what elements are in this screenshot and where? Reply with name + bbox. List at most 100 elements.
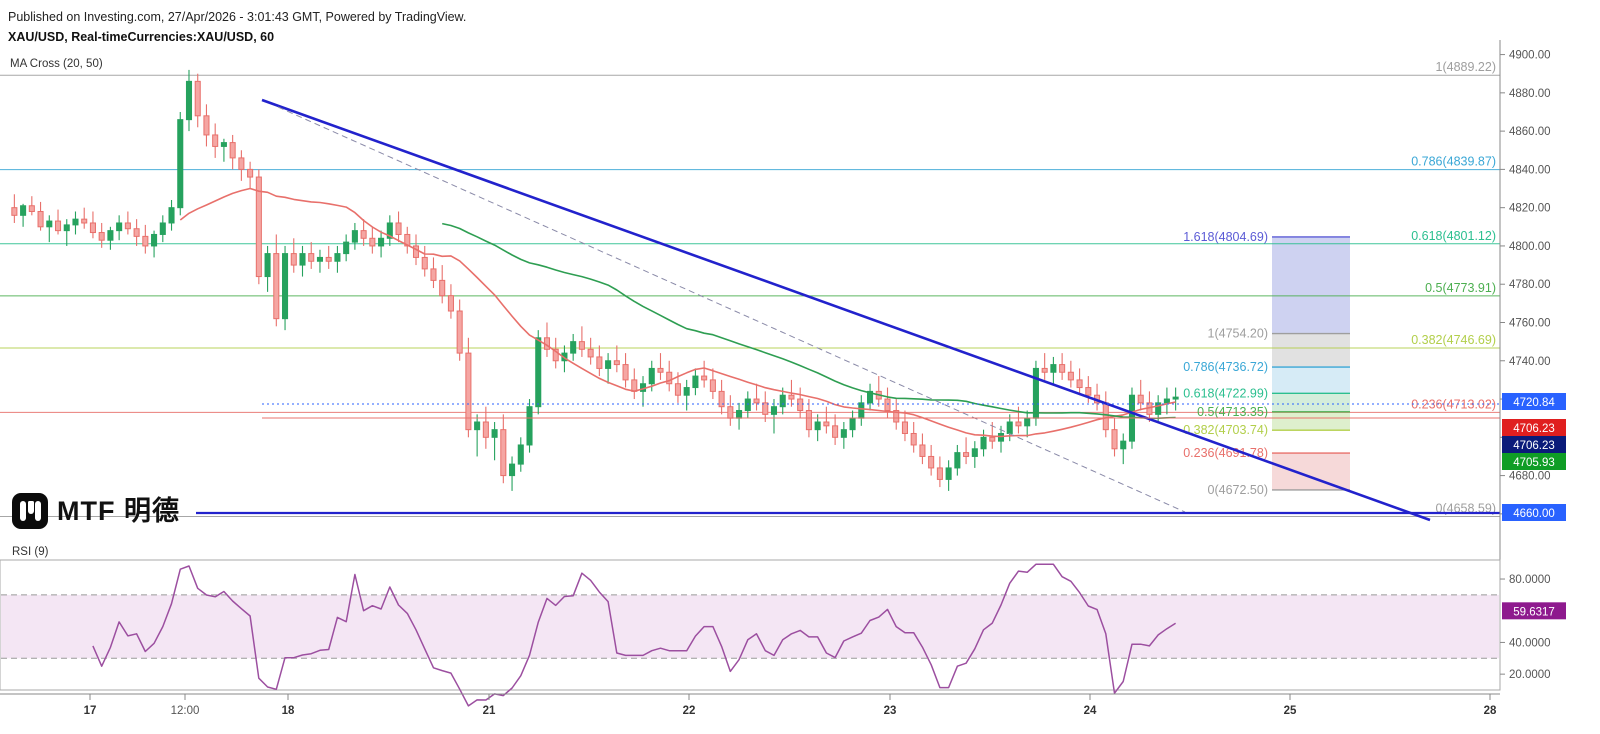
ma-line [179,187,1176,438]
price-badge [1502,504,1566,521]
fib-inner-label: 0.236(4691.78) [1183,446,1268,460]
time-tick-label: 28 [1484,705,1497,717]
price-badge-label: 4706.23 [1513,440,1555,452]
candle-body [1085,387,1092,396]
candle-body [823,421,830,427]
candle-body [378,237,385,247]
candle-body [1102,402,1109,431]
candle-body [893,410,900,423]
fib-inner-label: 0(4672.50) [1208,483,1268,497]
candle-body [657,367,664,373]
candle-body [770,406,778,415]
candle-body [928,455,935,469]
candle-body [683,387,690,396]
downtrend-line-main [261,98,1431,522]
fib-inner-label: 0.786(4736.72) [1183,360,1268,374]
candle-body [674,383,681,396]
candle-body [482,421,489,438]
candle-body [404,233,411,247]
fib-zone-band [1272,333,1350,368]
time-tick-label: 12:00 [171,705,200,717]
candle-body [316,256,323,262]
price-tick-label: 4740.00 [1509,356,1551,368]
price-tick-label: 4900.00 [1509,50,1551,62]
candle-body [936,467,943,480]
candle-body [867,390,874,404]
mtf-logo-text: MTF 明德 [57,495,180,526]
candle-body [517,444,524,465]
candle-body [709,379,716,392]
candle-body [919,444,926,457]
price-tick-label: 4780.00 [1509,279,1551,291]
candle-body [98,232,105,241]
time-tick-label: 18 [282,705,295,717]
mtf-logo-icon [12,493,48,529]
candle-body [299,253,306,266]
price-badge-label: 4705.93 [1513,457,1555,469]
fib-zone-band [1272,453,1350,490]
candle-body [343,241,350,255]
candle-body [779,394,786,408]
candle-body [89,222,96,234]
rsi-tick-label: 40.0000 [1509,637,1551,649]
candle-body [753,398,760,404]
time-tick-label: 22 [683,705,696,717]
candle-body [692,375,699,389]
price-badge-label: 4706.23 [1513,423,1555,435]
price-tick-label: 4800.00 [1509,241,1551,253]
candle-body [264,253,271,278]
rsi-pane-frame [0,559,1501,691]
candle-body [124,222,131,230]
candle-body [631,379,638,392]
candle-body [491,429,498,438]
candle-body [430,268,437,281]
candle-body [1032,367,1039,419]
fib-inner-label: 0.618(4722.99) [1183,386,1268,400]
price-badge [1502,419,1566,436]
candle-body [474,421,481,431]
candle-body [989,436,996,442]
time-tick-label: 25 [1284,705,1297,717]
fib-inner-label: 0.5(4713.35) [1197,405,1268,419]
candle-body [351,230,358,243]
rsi-line [92,563,1177,707]
price-tick-label: 4860.00 [1509,126,1551,138]
fib-outer-label: 1(4889.22) [1436,60,1496,74]
candle-body [1155,402,1162,415]
rsi-indicator-label: RSI (9) [12,546,49,558]
candle-body [194,80,201,117]
candle-body [718,390,725,408]
candle-body [884,398,891,412]
candle-body [456,310,463,354]
candle-body [273,253,280,320]
candle-body [980,436,987,450]
price-tick-label: 4840.00 [1509,164,1551,176]
candle-body [63,224,70,232]
candle-body [28,205,35,212]
candle-body [203,115,210,136]
candle-body [613,360,620,366]
candle-body [744,398,751,412]
candle-body [168,207,175,224]
candle-body [1006,421,1013,434]
candle-body [1041,367,1048,373]
fib-inner-label: 0.382(4703.74) [1183,423,1268,437]
candle-body [133,228,140,237]
candle-body [736,410,743,419]
candle-body [622,364,629,381]
candle-body [11,207,18,216]
candle-body [605,360,612,369]
candle-body [797,398,804,412]
candle-body [465,352,472,431]
candle-body [220,142,227,147]
fib-outer-label: 0.5(4773.91) [1425,281,1496,295]
candle-body [177,119,184,209]
candle-body [500,429,507,477]
candle-body [282,253,289,320]
candle-body [945,467,952,480]
candle-body [308,253,315,262]
price-badge [1502,453,1566,470]
candle-body [963,452,970,457]
